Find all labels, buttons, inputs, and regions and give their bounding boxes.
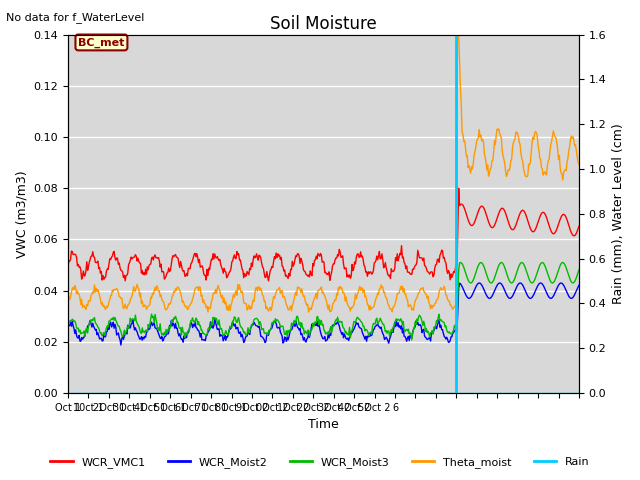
- Y-axis label: Rain (mm), Water Level (cm): Rain (mm), Water Level (cm): [612, 123, 625, 304]
- Title: Soil Moisture: Soil Moisture: [270, 15, 377, 33]
- Y-axis label: VWC (m3/m3): VWC (m3/m3): [15, 170, 28, 258]
- Text: BC_met: BC_met: [78, 37, 125, 48]
- X-axis label: Time: Time: [308, 419, 339, 432]
- Legend: WCR_VMC1, WCR_Moist2, WCR_Moist3, Theta_moist, Rain: WCR_VMC1, WCR_Moist2, WCR_Moist3, Theta_…: [46, 452, 594, 472]
- Text: No data for f_WaterLevel: No data for f_WaterLevel: [6, 12, 145, 23]
